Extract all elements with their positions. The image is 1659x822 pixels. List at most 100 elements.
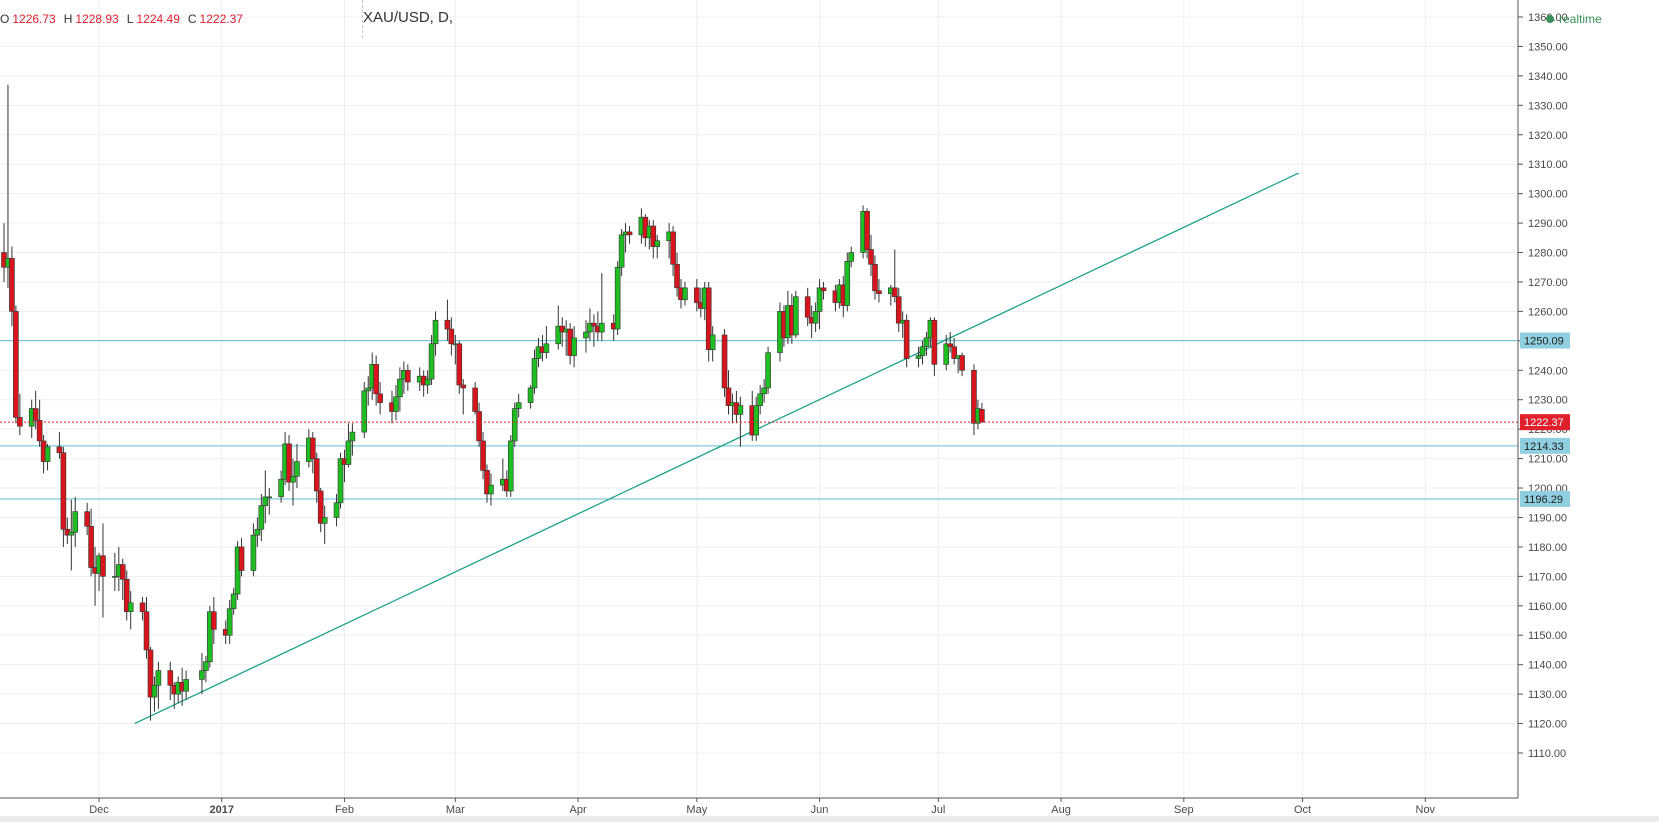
candle-body — [515, 402, 522, 409]
candle — [226, 599, 233, 645]
candle-body — [979, 409, 985, 423]
candle — [488, 473, 494, 506]
candle-body — [147, 649, 154, 698]
candle-body — [725, 387, 732, 406]
candle — [931, 317, 938, 377]
candle-body — [155, 670, 162, 686]
close-key: C — [187, 12, 197, 26]
x-tick-label: Sep — [1174, 804, 1194, 816]
candle — [876, 279, 882, 303]
candle-body — [266, 496, 273, 499]
candle — [151, 676, 158, 712]
candle-body — [377, 393, 383, 403]
candle-body — [951, 346, 957, 359]
candle-body — [488, 484, 494, 495]
candle — [143, 596, 150, 659]
candle — [682, 281, 688, 306]
candle-body — [428, 343, 435, 380]
candle-body — [531, 358, 538, 389]
candle-body — [761, 387, 767, 395]
candle-body — [571, 337, 577, 356]
candle — [373, 355, 379, 406]
candle-body — [943, 343, 950, 365]
candle-body — [765, 352, 771, 389]
candle-body — [812, 311, 819, 324]
symbol-title[interactable]: XAU/USD, D, — [363, 9, 454, 26]
y-tick-label: 1120.00 — [1528, 719, 1567, 731]
price-axis-bg[interactable] — [1518, 0, 1659, 822]
candle — [32, 390, 39, 430]
candle — [377, 382, 383, 415]
y-tick-label: 1280.00 — [1528, 248, 1568, 260]
bottom-scrollbar[interactable] — [0, 816, 1659, 822]
close-value: 1222.37 — [199, 12, 243, 26]
candle — [895, 287, 902, 333]
candle — [397, 367, 403, 412]
candle-body — [349, 431, 356, 442]
y-tick-label: 1310.00 — [1528, 159, 1568, 171]
candle-body — [864, 211, 870, 250]
candle — [84, 502, 90, 536]
candle — [365, 376, 372, 406]
candle-body — [705, 287, 712, 350]
candle-body — [682, 287, 688, 300]
candle-body — [721, 334, 728, 389]
candle — [864, 208, 870, 259]
candle — [100, 523, 106, 618]
candle-body — [123, 579, 130, 612]
candle-body — [36, 420, 43, 442]
candle — [405, 364, 411, 391]
candle — [254, 517, 261, 547]
candle — [654, 234, 661, 259]
candle — [278, 470, 284, 503]
y-tick-label: 1350.00 — [1528, 41, 1568, 53]
candle-body — [444, 319, 451, 330]
candle-body — [959, 355, 965, 371]
candle — [555, 305, 562, 350]
candle-body — [804, 296, 811, 318]
candle — [333, 493, 340, 527]
candle-body — [68, 531, 75, 536]
candle-body — [448, 328, 455, 345]
candle — [13, 305, 19, 424]
candle — [444, 299, 451, 341]
candle — [804, 287, 811, 327]
candle — [891, 249, 898, 303]
candle-body — [72, 511, 79, 533]
time-axis[interactable]: Dec 2017 Feb Mar Apr May Jun Jul Aug Sep Oct Nov — [0, 797, 1659, 822]
candle — [507, 435, 514, 497]
trendline-layer[interactable] — [134, 172, 1299, 725]
x-tick-label: Jun — [811, 804, 829, 816]
candle — [971, 364, 977, 436]
candle-body — [286, 443, 292, 483]
trendline[interactable] — [134, 172, 1299, 725]
candle-body — [820, 287, 827, 292]
candle-body — [393, 396, 399, 412]
candle — [119, 558, 126, 600]
candle-body — [139, 602, 146, 612]
candle-body — [650, 225, 657, 247]
candle-body — [230, 593, 237, 610]
candle — [199, 652, 205, 695]
candle-body — [816, 287, 823, 312]
candle — [456, 340, 463, 394]
candle-body — [365, 387, 372, 392]
candle — [294, 443, 300, 489]
candle — [60, 446, 67, 547]
candle — [476, 402, 482, 447]
candle — [511, 402, 518, 447]
price-axis[interactable]: 1360.001350.001340.001330.001320.001310.… — [1517, 0, 1659, 822]
candle-body — [56, 446, 63, 454]
x-tick-label: Jul — [931, 804, 945, 816]
horizontal-levels[interactable] — [0, 340, 1518, 500]
candle — [674, 252, 680, 297]
x-tick-label: Nov — [1416, 804, 1436, 816]
candle — [812, 302, 819, 333]
candle — [262, 470, 269, 524]
candle-body — [614, 266, 621, 330]
candle — [599, 273, 605, 341]
candle-body — [618, 234, 625, 268]
candle — [183, 670, 189, 701]
candle — [618, 228, 625, 277]
